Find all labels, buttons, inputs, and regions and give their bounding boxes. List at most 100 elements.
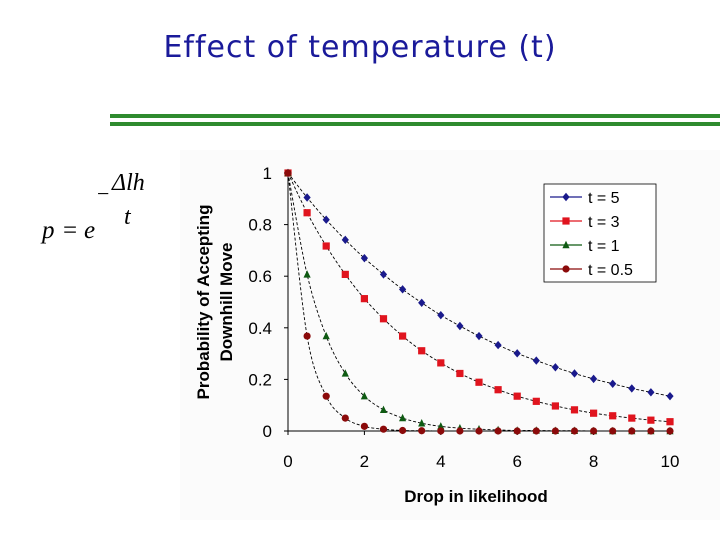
data-point [532, 356, 540, 365]
data-point [570, 406, 579, 414]
data-point [628, 427, 636, 435]
y-tick-label: 0.8 [248, 216, 272, 235]
x-tick-label: 10 [661, 452, 680, 471]
data-point [590, 409, 598, 417]
y-tick-label: 0.4 [248, 319, 272, 338]
data-point [341, 414, 349, 422]
data-point [379, 425, 388, 433]
formula-p: p [42, 217, 55, 244]
series-t-0-5 [284, 169, 674, 435]
data-point [399, 332, 407, 340]
data-point [532, 427, 540, 435]
y-axis-label-line2: Downhill Move [217, 243, 236, 362]
x-tick-label: 0 [283, 452, 292, 471]
data-point [551, 363, 559, 372]
data-point [628, 384, 636, 393]
data-point [303, 270, 311, 278]
data-point [551, 427, 559, 435]
title-divider-upper [110, 114, 720, 118]
legend-marker [562, 192, 570, 202]
data-point [666, 427, 674, 435]
data-point [494, 427, 502, 435]
data-point [437, 310, 445, 320]
x-tick-label: 8 [589, 452, 598, 471]
formula-e: e [84, 217, 96, 244]
data-point [379, 315, 388, 323]
legend-marker [562, 217, 570, 225]
data-point [284, 169, 292, 177]
data-point [360, 422, 368, 430]
formula-numerator: Δlh [112, 170, 145, 196]
y-tick-label: 0.2 [248, 370, 272, 389]
title-divider-lower [110, 122, 720, 126]
data-point [551, 402, 559, 410]
y-tick-label: 0 [263, 422, 272, 441]
data-point [437, 422, 445, 430]
data-point [666, 418, 674, 426]
y-tick-label: 1 [263, 164, 272, 183]
data-point [322, 392, 330, 400]
data-point [475, 331, 483, 341]
data-point [475, 427, 483, 435]
data-point [456, 369, 464, 378]
data-point [322, 242, 330, 250]
y-tick-label: 0.6 [248, 267, 272, 286]
data-point [494, 340, 502, 350]
data-point [590, 374, 598, 384]
data-point [513, 392, 521, 400]
data-point [609, 379, 617, 388]
data-point [647, 388, 655, 397]
formula-equals: = [63, 217, 78, 244]
data-point [666, 391, 674, 401]
legend-box [543, 183, 657, 283]
data-point [399, 285, 407, 294]
data-point [647, 427, 655, 435]
data-point [418, 427, 426, 435]
data-point [456, 427, 464, 435]
data-point [609, 427, 617, 435]
series-line [287, 172, 671, 397]
data-point [437, 359, 445, 367]
legend-label: t = 0.5 [588, 262, 633, 279]
data-point [341, 270, 349, 278]
data-point [513, 349, 521, 358]
data-point [570, 369, 579, 378]
data-point [494, 386, 502, 394]
formula-minus: − [97, 181, 110, 206]
x-tick-label: 6 [512, 452, 521, 471]
data-point [360, 295, 368, 303]
x-axis-label: Drop in likelihood [404, 487, 548, 506]
data-point [360, 253, 368, 263]
x-tick-label: 4 [436, 452, 445, 471]
data-point [456, 321, 464, 331]
legend-marker [562, 240, 570, 249]
data-point [513, 427, 521, 435]
formula-denominator: t [124, 204, 131, 230]
decay-chart: 00.20.40.60.810 2 4 6 8 10 t = 5t = 3t = 1t =… [194, 164, 680, 506]
data-point [399, 413, 407, 422]
data-point [303, 332, 311, 340]
data-point [341, 235, 349, 245]
legend-label: t = 3 [588, 214, 620, 231]
y-axis-label-line1: Probability of Accepting [194, 205, 213, 400]
data-point [475, 378, 483, 386]
data-point [379, 405, 388, 414]
data-point [590, 427, 598, 435]
data-point [418, 347, 426, 355]
data-point [303, 209, 311, 217]
series-t-5 [284, 168, 674, 401]
data-point [341, 369, 349, 377]
legend-marker [562, 265, 570, 273]
data-point [532, 397, 540, 405]
data-point [360, 391, 368, 400]
series-t-3 [284, 169, 674, 426]
slide-title: Effect of temperature (t) [163, 30, 557, 65]
data-point [322, 331, 330, 340]
legend-label: t = 1 [588, 238, 620, 255]
data-point [570, 427, 579, 435]
data-point [609, 412, 617, 420]
data-point [379, 270, 388, 279]
data-point [399, 426, 407, 435]
data-point [647, 416, 655, 424]
